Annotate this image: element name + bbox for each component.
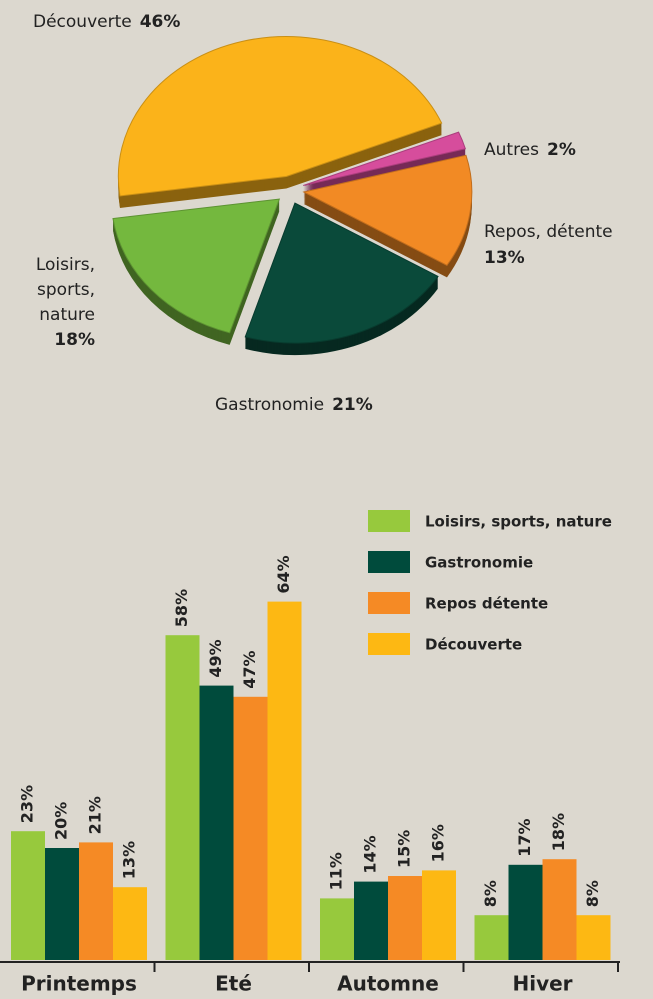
bar-value-label: 17% bbox=[515, 819, 534, 857]
bar-value-label: 14% bbox=[361, 835, 380, 873]
label-line: sports, bbox=[37, 280, 95, 300]
slice-value: 13% bbox=[484, 248, 525, 268]
bar bbox=[11, 831, 45, 960]
bar-value-label: 20% bbox=[52, 802, 71, 840]
bar bbox=[542, 859, 577, 960]
legend-swatch bbox=[368, 551, 410, 573]
slice-value: 46% bbox=[140, 12, 181, 32]
legend-label: Gastronomie bbox=[425, 554, 533, 572]
bar-value-label: 11% bbox=[327, 852, 346, 890]
bar-value-label: 21% bbox=[86, 796, 105, 834]
bar-value-label: 8% bbox=[583, 880, 602, 907]
bar-value-label: 64% bbox=[274, 555, 293, 593]
bar bbox=[199, 685, 234, 960]
bar bbox=[388, 876, 422, 960]
bar-value-label: 18% bbox=[549, 813, 568, 851]
bar bbox=[320, 898, 354, 960]
bar bbox=[354, 881, 388, 960]
bar-value-label: 23% bbox=[18, 785, 37, 823]
bar-value-label: 58% bbox=[172, 589, 191, 627]
slice bbox=[303, 131, 467, 186]
slice bbox=[302, 154, 473, 266]
slice-label: Repos, détente bbox=[484, 222, 613, 242]
bar-value-label: 13% bbox=[120, 841, 139, 879]
slice-value: 18% bbox=[54, 330, 95, 350]
x-tick-label: Printemps bbox=[21, 972, 137, 996]
slice-label: Gastronomie bbox=[215, 395, 324, 415]
x-tick-label: Eté bbox=[215, 972, 252, 996]
label-line: Loisirs, bbox=[36, 255, 95, 275]
legend-swatch bbox=[368, 592, 410, 614]
slice-label: Autres bbox=[484, 140, 539, 160]
bar bbox=[79, 842, 113, 960]
bar-value-label: 15% bbox=[395, 830, 414, 868]
bar bbox=[474, 915, 509, 960]
legend-label: Repos détente bbox=[425, 595, 548, 613]
bar bbox=[576, 915, 611, 960]
legend-label: Découverte bbox=[425, 636, 522, 654]
bar bbox=[267, 601, 302, 960]
slice-label: Découverte bbox=[33, 12, 132, 32]
bar-value-label: 49% bbox=[206, 639, 225, 677]
legend-label: Loisirs, sports, nature bbox=[425, 513, 612, 531]
legend-swatch bbox=[368, 633, 410, 655]
bar bbox=[45, 848, 79, 960]
bar-value-label: 47% bbox=[240, 651, 259, 689]
x-tick-label: Hiver bbox=[512, 972, 572, 996]
bar bbox=[508, 864, 543, 960]
slice-value: 21% bbox=[332, 395, 373, 415]
slice bbox=[117, 36, 443, 197]
bar-value-label: 16% bbox=[429, 824, 448, 862]
x-tick-label: Automne bbox=[337, 972, 439, 996]
bar bbox=[233, 696, 268, 960]
slice bbox=[244, 202, 439, 344]
legend-swatch bbox=[368, 510, 410, 532]
slice bbox=[112, 198, 281, 334]
bar bbox=[422, 870, 456, 960]
label-line: nature bbox=[39, 305, 95, 325]
slice-label: Loisirs, sports, nature bbox=[36, 255, 95, 325]
bar bbox=[113, 887, 147, 960]
bar bbox=[165, 635, 200, 960]
bar-value-label: 8% bbox=[481, 880, 500, 907]
slice-value: 2% bbox=[547, 140, 576, 160]
